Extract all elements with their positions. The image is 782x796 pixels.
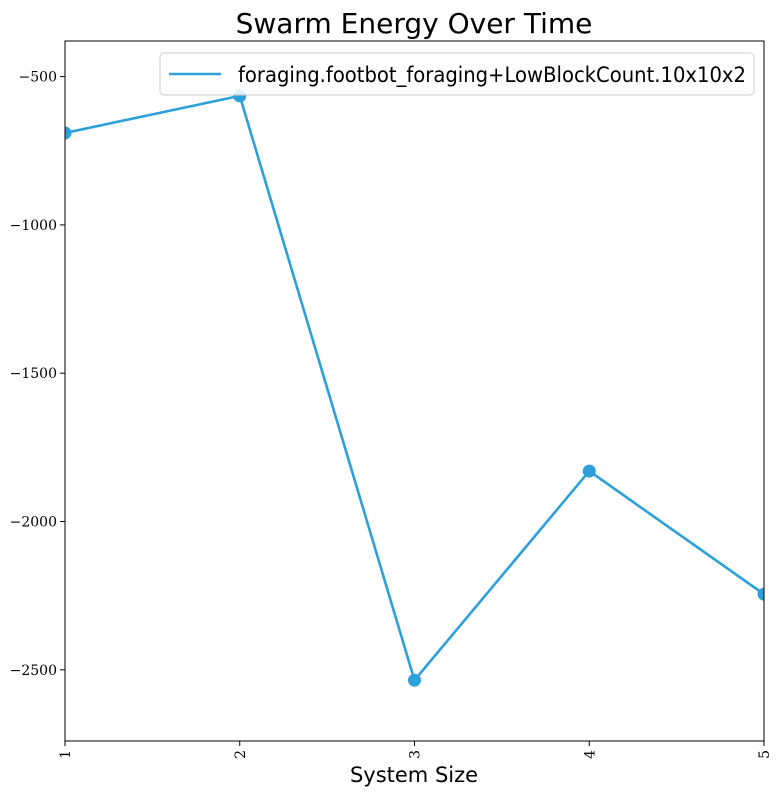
x-tick-label: 2 <box>233 750 249 759</box>
data-point[interactable] <box>582 464 596 478</box>
y-tick-label: −1500 <box>10 366 57 382</box>
x-tick-label: 1 <box>58 750 74 759</box>
legend[interactable]: foraging.footbot_foraging+LowBlockCount.… <box>159 52 755 96</box>
data-point[interactable] <box>408 673 421 687</box>
x-tick-label: 3 <box>408 750 424 759</box>
plot-frame <box>64 40 765 742</box>
x-axis: 1 2 3 4 5 <box>58 741 773 759</box>
chart-title: Swarm Energy Over Time <box>236 7 593 40</box>
y-tick-label: −500 <box>19 70 57 86</box>
x-tick-label: 4 <box>582 750 598 759</box>
y-tick-label: −2500 <box>10 663 57 679</box>
series-layer <box>59 89 771 687</box>
y-tick-label: −2000 <box>10 515 57 531</box>
x-tick-label: 5 <box>757 750 773 759</box>
y-axis: −500 −1000 −1500 −2000 −2500 <box>10 70 65 679</box>
data-point[interactable] <box>59 126 72 140</box>
data-point[interactable] <box>757 587 771 601</box>
series-line <box>65 94 764 682</box>
y-tick-label: −1000 <box>10 218 57 234</box>
x-axis-label: System Size <box>350 763 478 787</box>
legend-box <box>159 52 755 96</box>
legend-entry-label: foraging.footbot_foraging+LowBlockCount.… <box>238 63 746 88</box>
